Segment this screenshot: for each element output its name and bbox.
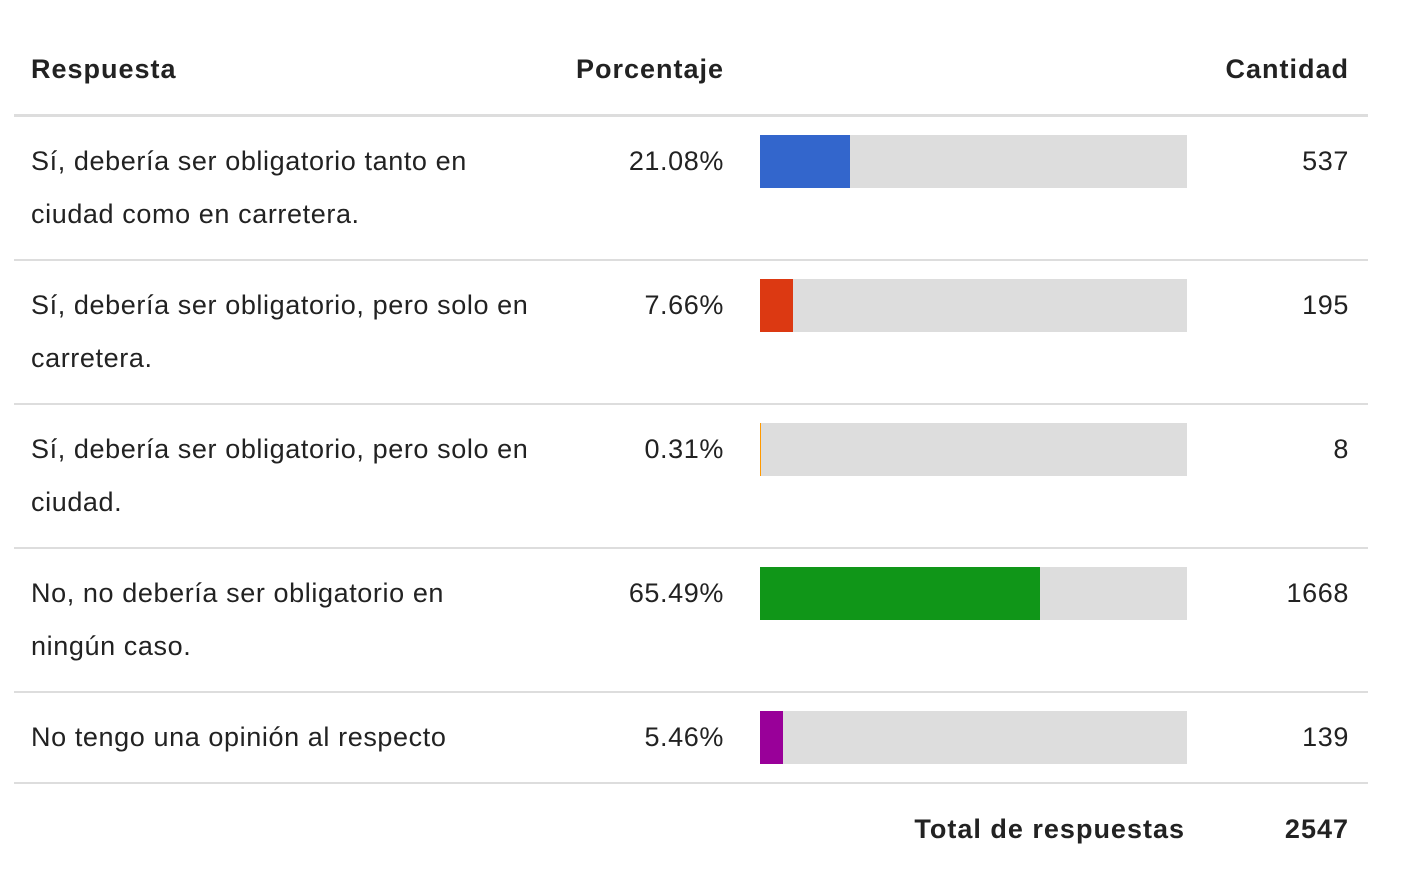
percent-label: 65.49%: [628, 578, 724, 608]
result-row: Sí, debería ser obligatorio, pero solo e…: [14, 405, 1368, 549]
bar-cell: [724, 567, 1187, 673]
results-table: Respuesta Porcentaje Cantidad Sí, deberí…: [14, 0, 1368, 874]
bar-cell: [724, 423, 1187, 529]
count-label: 139: [1302, 722, 1349, 752]
percent-label: 7.66%: [644, 290, 724, 320]
answer-label: No, no debería ser obligatorio en ningún…: [31, 578, 445, 661]
bar: [760, 567, 1040, 620]
bar-track: [760, 567, 1187, 620]
answer-label: No tengo una opinión al respecto: [31, 722, 447, 752]
bar-track: [760, 279, 1187, 332]
header: Cantidad: [1225, 54, 1349, 84]
percent-label: 0.31%: [644, 434, 724, 464]
percent-label: 5.46%: [644, 722, 724, 752]
bar-track: [760, 423, 1187, 476]
count-label: 1668: [1286, 578, 1349, 608]
count-label: 195: [1302, 290, 1349, 320]
bar-track: [760, 711, 1187, 764]
bar-cell: [724, 279, 1187, 385]
total-label: Total de respuestas: [914, 814, 1185, 844]
header-row: Respuesta Porcentaje Cantidad: [14, 0, 1368, 117]
total-value: 2547: [1284, 814, 1349, 844]
answer-label: Sí, debería ser obligatorio tanto en ciu…: [31, 146, 467, 229]
percent-label: 21.08%: [628, 146, 724, 176]
answer-label: Sí, debería ser obligatorio, pero solo e…: [31, 434, 529, 517]
count-label: 8: [1333, 434, 1349, 464]
bar: [760, 423, 762, 476]
result-row: Sí, debería ser obligatorio tanto en ciu…: [14, 117, 1368, 261]
bar-track: [760, 135, 1187, 188]
result-row: No tengo una opinión al respecto 5.46% 139: [14, 693, 1368, 784]
count-label: 537: [1302, 146, 1349, 176]
result-row: Sí, debería ser obligatorio, pero solo e…: [14, 261, 1368, 405]
header: Respuesta: [31, 54, 177, 84]
total-row: Total de respuestas 2547: [14, 784, 1368, 874]
result-row: No, no debería ser obligatorio en ningún…: [14, 549, 1368, 693]
bar: [760, 279, 793, 332]
header: Porcentaje: [575, 54, 724, 84]
bar-cell: [724, 135, 1187, 241]
answer-label: Sí, debería ser obligatorio, pero solo e…: [31, 290, 529, 373]
bar: [760, 135, 850, 188]
bar: [760, 711, 784, 764]
bar-cell: [724, 711, 1187, 764]
